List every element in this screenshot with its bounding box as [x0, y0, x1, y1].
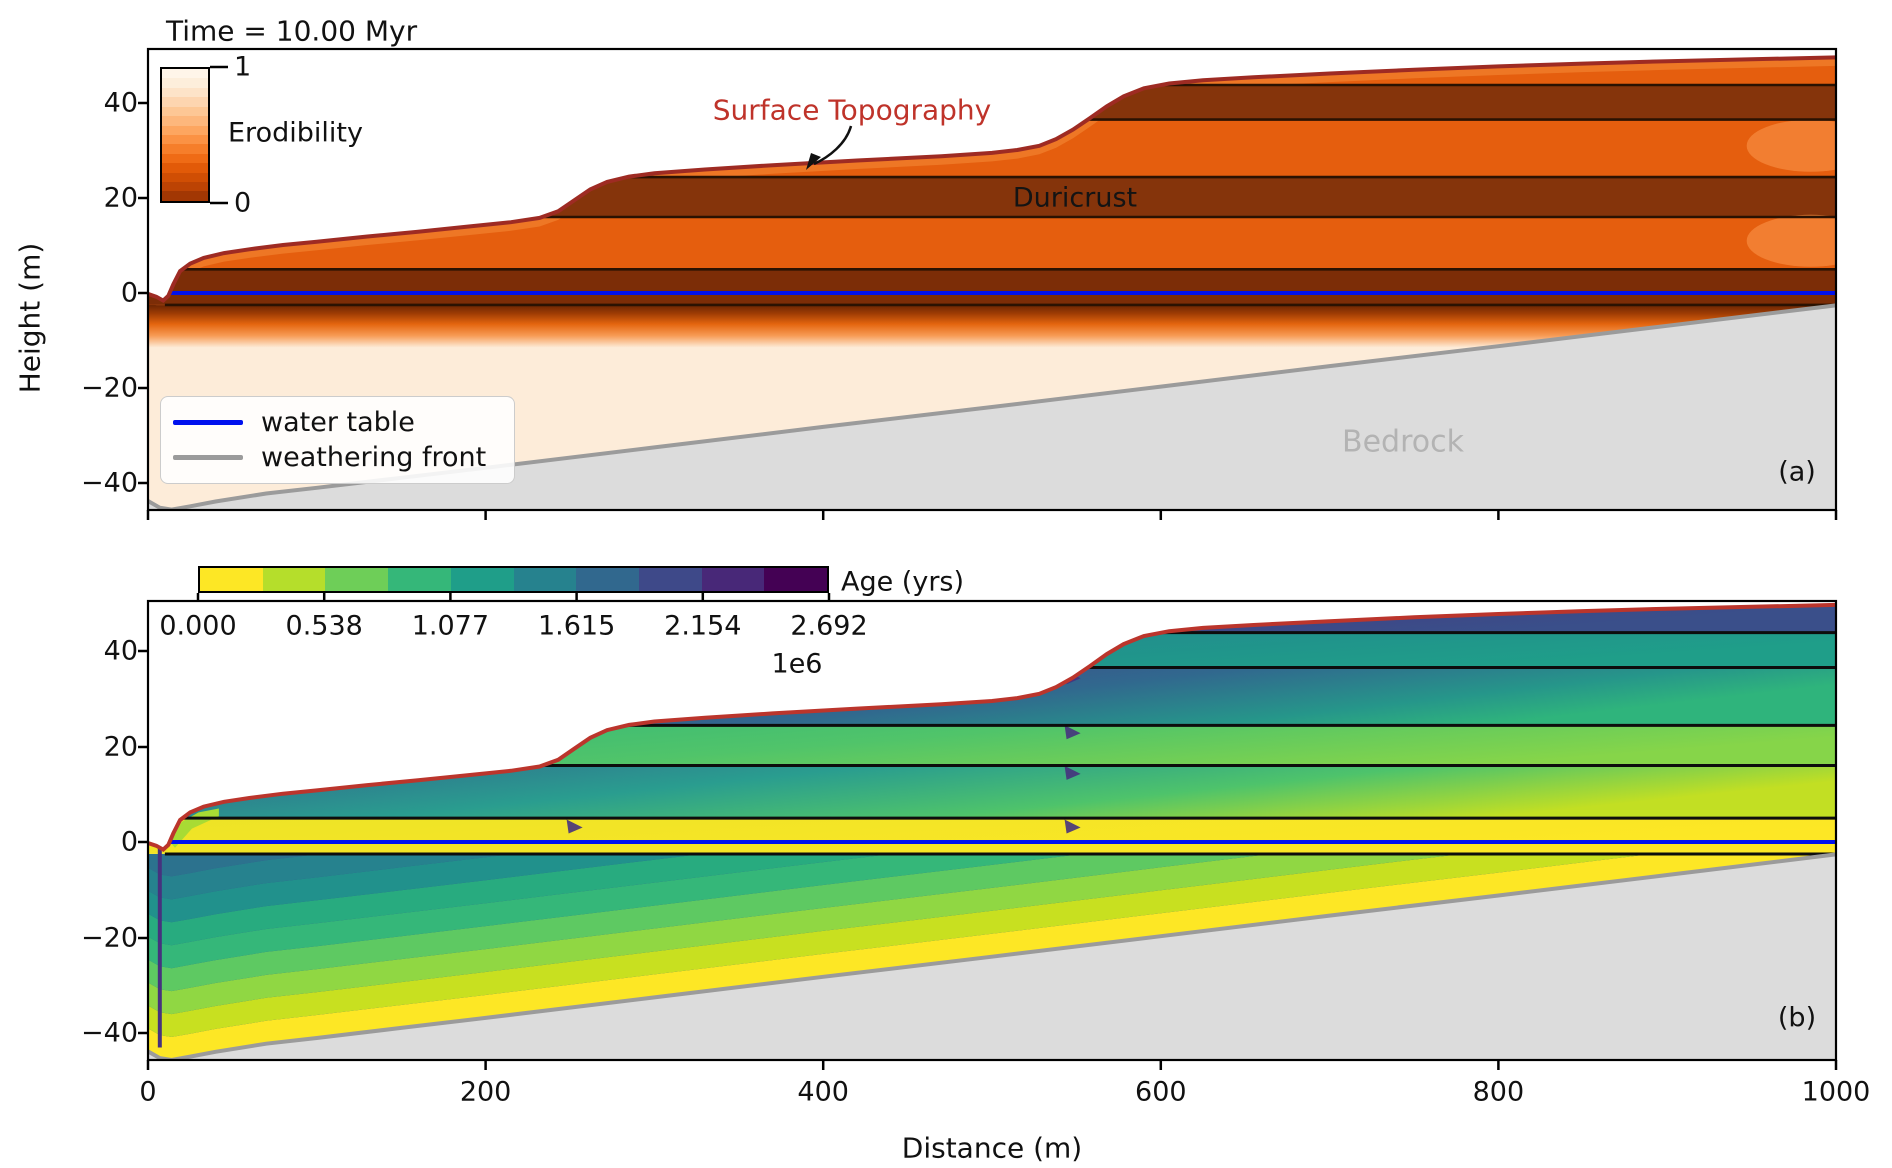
tick-label: 20 — [103, 731, 138, 763]
tick-label: −40 — [81, 467, 138, 499]
colorbar-segment — [162, 134, 208, 145]
tick-label: −20 — [81, 922, 138, 954]
colorbar-segment — [162, 87, 208, 98]
age-band — [148, 853, 1836, 1037]
colorbar-segment — [162, 116, 208, 126]
age-band — [148, 853, 1836, 992]
tick-label: 200 — [459, 1076, 512, 1108]
colorbar-segment — [513, 568, 577, 591]
colorbar-segment — [764, 568, 828, 591]
tick-label: 1.615 — [537, 610, 616, 642]
age-layer — [148, 818, 1836, 854]
tick-label: 20 — [103, 182, 138, 214]
tick-label: 2.692 — [790, 610, 868, 642]
age-band — [148, 853, 1836, 1015]
colorbar-segment — [162, 144, 208, 154]
age-colorbar-title: Age (yrs) — [841, 566, 965, 598]
legend: water table weathering front — [160, 396, 515, 484]
tick-label: 0 — [120, 277, 138, 309]
age-colorbar — [198, 566, 829, 593]
legend-item-weathering-front: weathering front — [173, 442, 502, 473]
colorbar-segment — [162, 97, 208, 107]
erodibility-max-tick-label: 1 — [234, 51, 252, 83]
age-layer — [148, 667, 1836, 726]
topography-line — [148, 602, 1836, 853]
tick-label: 0 — [139, 1076, 157, 1108]
colorbar-segment — [576, 568, 639, 591]
panel-a-spines — [146, 47, 1838, 512]
tick-label: 1000 — [1801, 1076, 1871, 1108]
colorbar-segment — [162, 125, 208, 135]
tick-label: 0.000 — [159, 610, 237, 642]
colorbar-segment — [162, 153, 208, 164]
age-band — [148, 853, 1836, 1060]
tick-label: 40 — [103, 87, 138, 119]
colorbar-segment — [162, 69, 208, 79]
surface-topography-annotation: Surface Topography — [712, 93, 992, 127]
panel-a-tag: (a) — [1778, 456, 1816, 488]
legend-label: weathering front — [261, 442, 487, 473]
duricrust-annotation: Duricrust — [1012, 182, 1138, 214]
tick-label: 1.077 — [411, 610, 490, 642]
colorbar-segment — [162, 172, 208, 183]
age-layer — [148, 725, 1836, 766]
colorbar-segment — [325, 568, 389, 591]
tick-label: 400 — [797, 1076, 849, 1108]
tick-label: −20 — [81, 372, 138, 404]
duricrust-band — [148, 177, 1836, 217]
colorbar-segment — [162, 163, 208, 173]
erodibility-colorbar-title: Erodibility — [228, 117, 363, 149]
erodibility-min-tick-label: 0 — [234, 187, 252, 219]
age-band — [148, 853, 1836, 923]
age-band — [148, 853, 1836, 969]
water-table-line-swatch — [173, 420, 243, 425]
tick-label: 0.538 — [285, 610, 363, 642]
duricrust-band — [148, 84, 1836, 120]
regolith-orange-zone — [148, 57, 1836, 306]
age-layer — [148, 765, 1836, 819]
colorbar-segment — [162, 191, 208, 201]
tick-label: 2.154 — [664, 610, 742, 642]
erodibility-colorbar — [160, 67, 210, 203]
panel-b-tag: (b) — [1777, 1002, 1817, 1034]
tick-label: −40 — [81, 1017, 138, 1049]
tick-label: 40 — [103, 635, 138, 667]
colorbar-segment — [638, 568, 702, 591]
water-table-duricrust-band — [148, 269, 1836, 305]
y-axis-label: Height (m) — [13, 242, 47, 394]
tick-label: 0 — [120, 826, 138, 858]
tick-label: 800 — [1472, 1076, 1525, 1108]
colorbar-segment — [388, 568, 451, 591]
surface-topography-arrow — [813, 125, 853, 166]
panel-b-spines — [146, 599, 1838, 1062]
legend-item-water-table: water table — [173, 407, 502, 438]
panel-b — [148, 602, 1836, 1060]
colorbar-segment — [701, 568, 765, 591]
age-colorbar-offset: 1e6 — [771, 648, 823, 680]
age-band — [148, 853, 1836, 946]
colorbar-segment — [162, 182, 208, 192]
chart-title: Time = 10.00 Myr — [166, 14, 418, 48]
topography-line — [148, 55, 1836, 304]
tick-label: 600 — [1135, 1076, 1187, 1108]
weathering-front-line-swatch — [173, 455, 243, 460]
colorbar-segment — [162, 106, 208, 117]
x-axis-label: Distance (m) — [901, 1131, 1083, 1165]
colorbar-segment — [200, 568, 263, 591]
colorbar-segment — [262, 568, 326, 591]
age-layer — [148, 632, 1836, 668]
bedrock-annotation: Bedrock — [1342, 424, 1464, 460]
weathering-front-line — [148, 852, 1836, 1060]
colorbar-segment — [450, 568, 514, 591]
legend-label: water table — [261, 407, 415, 438]
colorbar-segment — [162, 78, 208, 88]
